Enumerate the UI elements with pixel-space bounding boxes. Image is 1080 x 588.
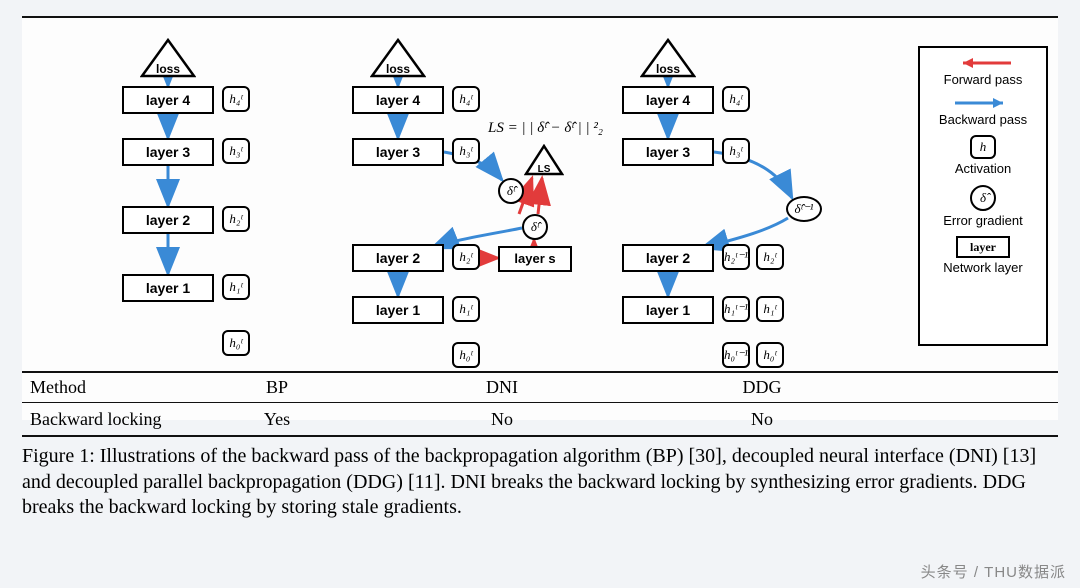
legend-backward: Backward pass [939, 112, 1027, 127]
ddg-h4: h₄ᵗ [722, 86, 750, 112]
dni-layer-1: layer 1 [352, 296, 444, 324]
bp-h1: h₁ᵗ [222, 274, 250, 300]
locking-dni: No [372, 409, 632, 430]
legend-forward: Forward pass [944, 72, 1023, 87]
loss-label: loss [370, 62, 426, 76]
locking-bp: Yes [182, 409, 372, 430]
watermark: 头条号 / THU数据派 [921, 561, 1066, 582]
ddg-layer-4: layer 4 [622, 86, 714, 114]
activation-glyph-icon: h [970, 135, 996, 159]
bp-layer-1: layer 1 [122, 274, 214, 302]
backward-arrow-icon [953, 96, 1013, 110]
ddg-grad: δ̂ᵗ⁻¹ [786, 196, 822, 222]
row-method: Method BP DNI DDG [22, 373, 1058, 403]
dni-grad-dhat: δ̂ᵗ [522, 214, 548, 240]
dni-h0: h₀ᵗ [452, 342, 480, 368]
dni-layer-s: layer s [498, 246, 572, 272]
row-locking: Backward locking Yes No No [22, 403, 1058, 437]
bp-layer-3: layer 3 [122, 138, 214, 166]
bp-h3: h₃ᵗ [222, 138, 250, 164]
ddg-h1tm1: h₁ᵗ⁻¹ [722, 296, 750, 322]
method-dni: DNI [372, 377, 632, 398]
ddg-loss: loss [640, 38, 696, 78]
figure-caption: Figure 1: Illustrations of the backward … [22, 444, 1058, 521]
dni-loss: loss [370, 38, 426, 78]
bp-layer-4: layer 4 [122, 86, 214, 114]
legend-gradient: Error gradient [943, 213, 1022, 228]
ddg-h1: h₁ᵗ [756, 296, 784, 322]
bp-h4: h₄ᵗ [222, 86, 250, 112]
legend-activation: Activation [955, 161, 1011, 176]
method-bp: BP [182, 377, 372, 398]
bp-loss: loss [140, 38, 196, 78]
ddg-h3: h₃ᵗ [722, 138, 750, 164]
ddg-h0tm1: h₀ᵗ⁻¹ [722, 342, 750, 368]
ddg-h2tm1: h₂ᵗ⁻¹ [722, 244, 750, 270]
locking-label: Backward locking [22, 405, 182, 434]
ls-short: LS [524, 164, 564, 175]
dni-h4: h₄ᵗ [452, 86, 480, 112]
ddg-h2: h₂ᵗ [756, 244, 784, 270]
legend: Forward pass Backward pass h Activation … [918, 46, 1048, 346]
dni-h2: h₂ᵗ [452, 244, 480, 270]
bp-layer-2: layer 2 [122, 206, 214, 234]
dni-layer-4: layer 4 [352, 86, 444, 114]
diagram-area: loss layer 4 layer 3 layer 2 layer 1 h₄ᵗ… [22, 18, 1058, 373]
ddg-h0: h₀ᵗ [756, 342, 784, 368]
legend-layer: Network layer [943, 260, 1022, 275]
bp-h2: h₂ᵗ [222, 206, 250, 232]
dni-h1: h₁ᵗ [452, 296, 480, 322]
bp-h0: h₀ᵗ [222, 330, 250, 356]
forward-arrow-icon [953, 56, 1013, 70]
ddg-layer-1: layer 1 [622, 296, 714, 324]
dni-grad-d: δ̂ᵗ [498, 178, 524, 204]
dni-ls-tri: LS [524, 144, 564, 176]
ls-formula: LS = | | δ̂ᵗ − δ̂ᵗ | | ²₂ [488, 120, 603, 137]
dni-layer-2: layer 2 [352, 244, 444, 272]
layer-glyph-icon: layer [956, 236, 1010, 258]
ddg-layer-2: layer 2 [622, 244, 714, 272]
dni-h3: h₃ᵗ [452, 138, 480, 164]
dni-layer-3: layer 3 [352, 138, 444, 166]
method-ddg: DDG [632, 377, 892, 398]
gradient-glyph-icon: δ̂ [970, 185, 996, 211]
locking-ddg: No [632, 409, 892, 430]
loss-label: loss [140, 62, 196, 76]
loss-label: loss [640, 62, 696, 76]
figure-sheet: loss layer 4 layer 3 layer 2 layer 1 h₄ᵗ… [22, 16, 1058, 420]
method-label: Method [22, 373, 182, 402]
ddg-layer-3: layer 3 [622, 138, 714, 166]
